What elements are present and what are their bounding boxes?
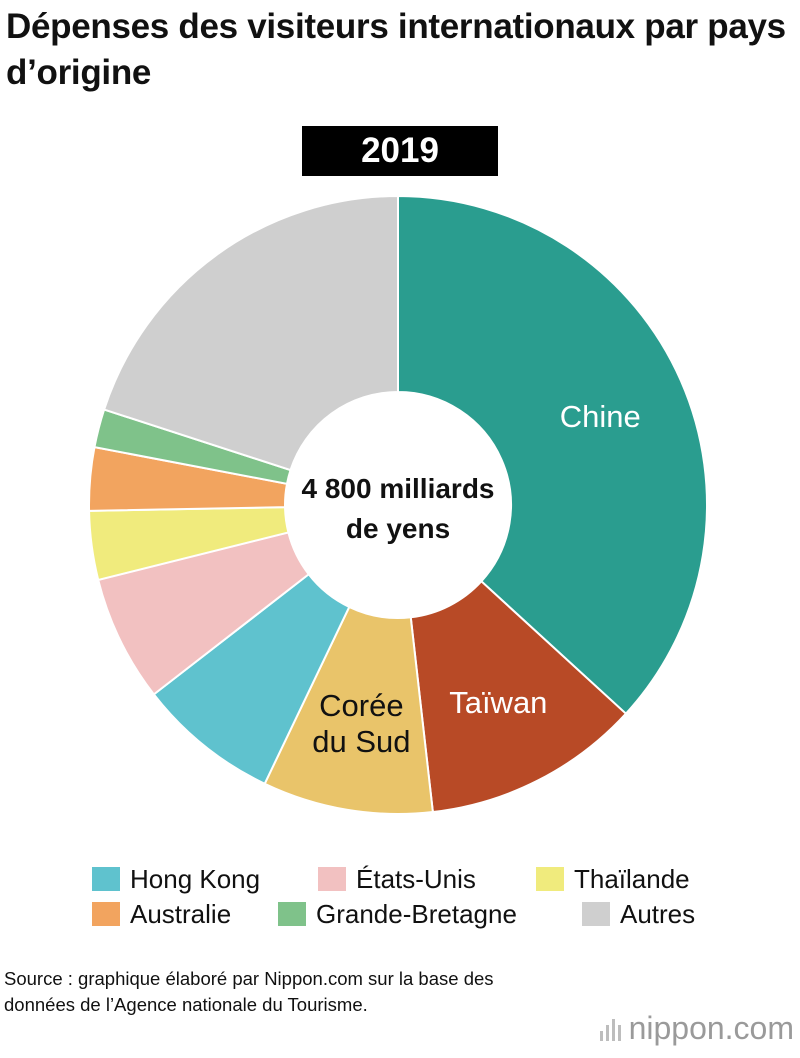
legend-label: Grande-Bretagne	[316, 899, 517, 929]
brand-suffix: .com	[724, 1010, 794, 1046]
brand-name: nippon	[628, 1010, 725, 1046]
legend-label: Thaïlande	[574, 864, 690, 894]
legend-item-grande-bretagne: Grande-Bretagne	[278, 899, 517, 929]
legend-item-australie: Australie	[92, 899, 231, 929]
slice-label: Chine	[560, 399, 641, 434]
slice-autres	[102, 194, 399, 472]
legend-item-thailande: Thaïlande	[536, 864, 690, 894]
legend-swatch	[278, 902, 306, 926]
legend-swatch	[582, 902, 610, 926]
legend-swatch	[536, 867, 564, 891]
logo-bars-icon	[599, 1017, 621, 1041]
slice-label: Corée	[319, 688, 403, 723]
slice-label: Taïwan	[449, 685, 547, 720]
center-total-label: 4 800 milliards	[301, 473, 494, 504]
year-badge: 2019	[302, 126, 498, 176]
legend-label: États-Unis	[356, 864, 476, 894]
center-total-label: de yens	[346, 513, 450, 544]
brand-logo: nippon .com	[599, 1010, 794, 1047]
legend-swatch	[92, 867, 120, 891]
legend: Hong Kong États-Unis Thaïlande Australie…	[0, 858, 800, 938]
slice-taiwan	[409, 579, 628, 814]
legend-item-hong-kong: Hong Kong	[92, 864, 260, 894]
source-note: Source : graphique élaboré par Nippon.co…	[4, 968, 494, 1015]
legend-swatch	[92, 902, 120, 926]
legend-item-autres: Autres	[582, 899, 695, 929]
legend-swatch	[318, 867, 346, 891]
legend-label: Australie	[130, 899, 232, 929]
slice-label: du Sud	[312, 724, 410, 759]
chart-title: Dépenses des visiteurs internationaux pa…	[6, 7, 786, 92]
slice-chine	[397, 194, 708, 716]
legend-label: Hong Kong	[130, 864, 261, 894]
legend-label: Autres	[620, 899, 696, 929]
legend-item-etats-unis: États-Unis	[318, 864, 476, 894]
